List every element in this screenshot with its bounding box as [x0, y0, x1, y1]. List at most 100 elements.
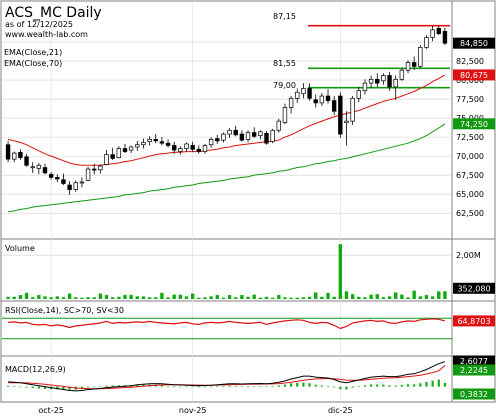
- volume-bar: [178, 294, 183, 299]
- candle-body: [159, 141, 165, 144]
- candle-body: [442, 31, 448, 44]
- volume-bar: [55, 296, 59, 299]
- macd-line: [8, 361, 446, 392]
- macd-pane-frame: [0, 355, 496, 403]
- candle-body: [141, 142, 146, 146]
- ema70-value-badge: 74,250: [460, 120, 488, 129]
- macd-histogram-bar: [357, 386, 360, 387]
- volume-bar: [295, 297, 299, 299]
- candle-body: [288, 97, 294, 108]
- candle-body: [399, 69, 405, 80]
- macd-histogram-bar: [406, 384, 410, 387]
- volume-bar: [117, 296, 121, 299]
- macd-histogram-bar: [93, 386, 96, 388]
- volume-bar: [320, 296, 324, 299]
- macd-histogram-bar: [277, 385, 280, 387]
- macd-pane-label: MACD(12,26,9): [5, 365, 66, 374]
- volume-bar: [344, 291, 349, 299]
- macd-histogram-bar: [437, 379, 440, 387]
- level-lines: [308, 24, 450, 89]
- candle-body: [172, 145, 177, 151]
- macd-histogram-bar: [246, 386, 250, 387]
- candle-body: [215, 138, 220, 142]
- macd-histogram-bar: [431, 380, 434, 387]
- candle-body: [338, 95, 343, 135]
- macd-histogram-bar: [333, 386, 336, 388]
- macd-histogram-bar: [203, 386, 207, 388]
- candle-body: [301, 88, 306, 95]
- candle-body: [387, 75, 392, 88]
- macd-histogram-bar: [80, 386, 83, 389]
- macd-histogram-bar: [13, 386, 16, 387]
- volume-bar: [338, 244, 343, 299]
- volume-bar: [369, 294, 373, 299]
- candle-body: [98, 165, 103, 171]
- macd-plot: [6, 361, 447, 392]
- volume-bar: [190, 293, 195, 299]
- volume-bar: [301, 297, 306, 299]
- volume-bar: [277, 295, 281, 299]
- macd-histogram-bar: [296, 382, 299, 387]
- volume-bar: [252, 294, 256, 299]
- volume-bar: [394, 292, 398, 299]
- candle-body: [307, 88, 312, 99]
- candle-body: [110, 154, 115, 159]
- candle-body: [104, 154, 109, 165]
- volume-bar: [37, 295, 41, 299]
- candle-body: [239, 133, 245, 141]
- macd-histogram-bar: [400, 385, 403, 387]
- volume-bar: [141, 296, 146, 299]
- candle-body: [190, 145, 195, 150]
- x-axis-label: dic-25: [328, 406, 353, 415]
- macd-histogram-bar: [228, 385, 231, 387]
- volume-bar: [234, 297, 238, 299]
- macd-histogram-bar: [326, 386, 330, 387]
- volume-bar: [160, 292, 164, 299]
- candle-body: [405, 62, 411, 71]
- x-axis-label: oct-25: [38, 406, 64, 415]
- macd-histogram-bar: [320, 385, 323, 387]
- candle-body: [344, 120, 349, 124]
- volume-bar: [387, 296, 392, 299]
- macd-value-badge: 2,6077: [460, 357, 488, 366]
- candle-body: [135, 144, 140, 148]
- volume-bar: [357, 296, 361, 299]
- macd-histogram-bar: [419, 383, 422, 387]
- candlesticks: [5, 25, 448, 195]
- candle-body: [276, 120, 281, 131]
- candle-body: [264, 132, 269, 144]
- macd-histogram-bar: [345, 386, 348, 390]
- macd-histogram-bar: [117, 385, 120, 387]
- candle-body: [208, 139, 214, 146]
- volume-bar: [86, 297, 90, 299]
- candle-body: [331, 100, 337, 112]
- volume-bar: [98, 293, 103, 299]
- candle-body: [36, 164, 42, 169]
- volume-bar: [172, 294, 176, 299]
- candle-body: [79, 181, 85, 184]
- volume-bar: [363, 297, 367, 299]
- macd-histogram-bar: [25, 386, 28, 388]
- price-tick-label: 80,000: [456, 76, 484, 85]
- macd-histogram-bar: [351, 386, 354, 388]
- macd-histogram-bar: [302, 382, 305, 387]
- macd-histogram-bar: [62, 386, 65, 390]
- price-tick-label: 82,500: [456, 57, 484, 66]
- volume-bar: [270, 297, 275, 299]
- legend-ema70: EMA(Close,70): [4, 59, 62, 68]
- candle-body: [147, 139, 152, 143]
- macd-value-badge-bg: [453, 355, 495, 367]
- candle-body: [356, 90, 361, 99]
- candle-body: [18, 151, 23, 159]
- volume-bar: [307, 296, 312, 299]
- macd-histogram-bar: [216, 386, 219, 387]
- candle-body: [325, 95, 331, 101]
- macd-histogram-bar: [166, 386, 170, 387]
- volume-bar: [6, 296, 10, 299]
- macd-histogram-bar: [111, 385, 114, 387]
- candle-body: [393, 78, 398, 88]
- macd-histogram-bar: [314, 384, 317, 387]
- volume-bar: [418, 296, 423, 299]
- candle-body: [245, 132, 251, 140]
- candle-body: [282, 107, 288, 124]
